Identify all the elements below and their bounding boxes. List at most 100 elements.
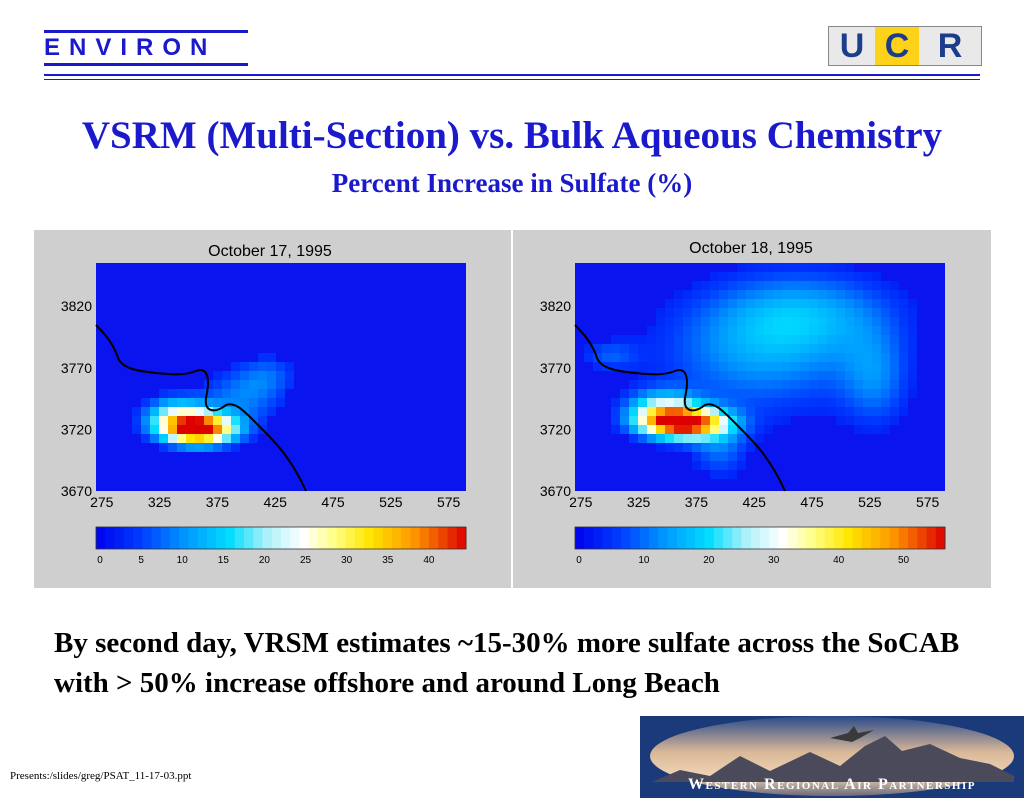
heatmap-cell <box>231 443 240 452</box>
colorbar-segment <box>593 527 604 549</box>
heatmap-cell <box>872 317 881 326</box>
heatmap-cell <box>845 290 854 299</box>
heatmap-cell <box>168 389 177 398</box>
heatmap-cell <box>701 461 710 470</box>
heatmap-cell <box>881 326 890 335</box>
heatmap-cell <box>701 389 710 398</box>
colorbar-segment <box>290 527 300 549</box>
heatmap-cell <box>683 362 692 371</box>
heatmap-cell <box>800 299 809 308</box>
heatmap-cell <box>656 335 665 344</box>
heatmap-cell <box>665 443 674 452</box>
heatmap-cell <box>791 299 800 308</box>
heatmap-cell <box>863 425 872 434</box>
heatmap-cell <box>845 380 854 389</box>
heatmap-cell <box>755 326 764 335</box>
heatmap-cell <box>728 272 737 281</box>
heatmap-cell <box>719 416 728 425</box>
heatmap-cell <box>836 326 845 335</box>
heatmap-cell <box>800 308 809 317</box>
heatmap-cell <box>240 416 249 425</box>
heatmap-cell <box>836 371 845 380</box>
heatmap-cell <box>692 407 701 416</box>
colorbar-segment <box>114 527 125 549</box>
heatmap-cell <box>746 326 755 335</box>
wrap-banner-logo: Western Regional Air Partnership <box>640 716 1024 798</box>
heatmap-cell <box>213 389 222 398</box>
heatmap-cell <box>755 434 764 443</box>
heatmap-cell <box>159 443 168 452</box>
colorbar-segment <box>834 527 844 549</box>
heatmap-cell <box>881 398 890 407</box>
heatmap-cell <box>809 398 818 407</box>
heatmap-cell <box>674 407 683 416</box>
heatmap-cell <box>746 398 755 407</box>
colorbar-segment <box>382 527 393 549</box>
heatmap-cell <box>647 335 656 344</box>
heatmap-cell <box>249 398 258 407</box>
heatmap-cell <box>249 371 258 380</box>
heatmap-cell <box>827 380 836 389</box>
heatmap-cell <box>186 425 195 434</box>
heatmap-cell <box>836 344 845 353</box>
heatmap-cell <box>240 362 249 371</box>
heatmap-cell <box>710 272 719 281</box>
heatmap-cell <box>692 335 701 344</box>
heatmap-cell <box>692 371 701 380</box>
heatmap-cell <box>782 353 791 362</box>
heatmap-cell <box>899 299 908 308</box>
heatmap-cell <box>674 362 683 371</box>
heatmap-cell <box>755 398 764 407</box>
heatmap-cell <box>620 389 629 398</box>
colorbar-segment <box>713 527 724 549</box>
heatmap-cell <box>701 407 710 416</box>
heatmap-cell <box>665 380 674 389</box>
heatmap-cell <box>222 389 231 398</box>
heatmap-cell <box>683 425 692 434</box>
heatmap-cell <box>665 335 674 344</box>
heatmap-cell <box>890 362 899 371</box>
colorbar-segment <box>188 527 199 549</box>
colorbar-segment <box>308 527 319 549</box>
heatmap-cell <box>791 362 800 371</box>
colorbar-tick-label: 0 <box>97 555 103 566</box>
heatmap-cell <box>222 443 231 452</box>
heatmap-cell <box>836 398 845 407</box>
heatmap-cell <box>674 416 683 425</box>
heatmap-cell <box>249 362 258 371</box>
heatmap-cell <box>890 389 899 398</box>
heatmap-cell <box>204 407 213 416</box>
environ-logo: ENVIRON <box>44 30 248 66</box>
heatmap-cell <box>728 380 737 389</box>
heatmap-cell <box>620 407 629 416</box>
heatmap-cell <box>683 353 692 362</box>
colorbar-segment <box>216 527 226 549</box>
figure-divider <box>511 230 513 588</box>
heatmap-cell <box>701 344 710 353</box>
heatmap-cell <box>647 425 656 434</box>
x-tick-label: 325 <box>148 494 172 510</box>
heatmap-cell <box>222 398 231 407</box>
heatmap-cell <box>773 308 782 317</box>
heatmap-cell <box>908 344 917 353</box>
colorbar-segment <box>160 527 171 549</box>
heatmap-cell <box>782 407 791 416</box>
heatmap-cell <box>863 317 872 326</box>
heatmap-cell <box>701 416 710 425</box>
heatmap-cell <box>213 434 222 443</box>
heatmap-cell <box>231 371 240 380</box>
heatmap-cell <box>683 290 692 299</box>
heatmap-cell <box>827 272 836 281</box>
heatmap-cell <box>755 308 764 317</box>
heatmap-oct18: October 18, 1995 3820 3770 3720 3670 275 325… <box>540 240 946 566</box>
heatmap-cell <box>159 398 168 407</box>
heatmap-cell <box>177 416 186 425</box>
colorbar-tick-label: 10 <box>638 555 650 566</box>
heatmap-cell <box>701 398 710 407</box>
heatmap-cell <box>285 371 294 380</box>
heatmap-cell <box>881 344 890 353</box>
colorbar-tick-label: 30 <box>341 555 353 566</box>
heatmap-cell <box>213 416 222 425</box>
heatmap-cell <box>818 326 827 335</box>
heatmap-cell <box>764 272 773 281</box>
